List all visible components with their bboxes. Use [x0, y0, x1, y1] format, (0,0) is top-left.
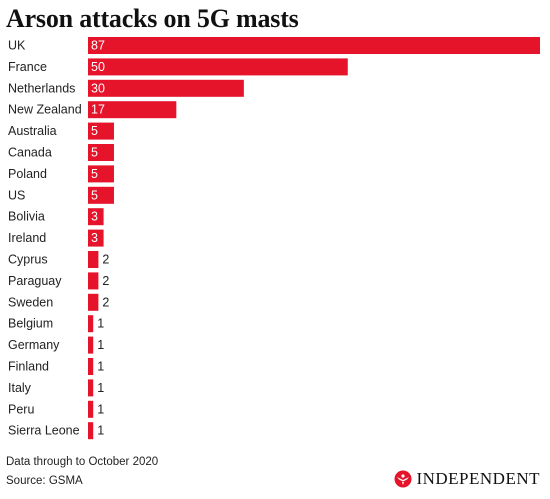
value-label-ireland: 3 [91, 231, 98, 245]
category-label-netherlands: Netherlands [8, 81, 75, 95]
category-label-germany: Germany [8, 338, 60, 352]
value-label-italy: 1 [97, 381, 104, 395]
category-label-sweden: Sweden [8, 295, 53, 309]
bar-finland [88, 358, 94, 375]
bar-italy [88, 379, 94, 397]
value-label-germany: 1 [97, 338, 104, 352]
value-label-netherlands: 30 [91, 81, 105, 95]
bar-ireland [88, 229, 104, 247]
category-label-sierra-leone: Sierra Leone [8, 424, 80, 438]
source-note: Source: GSMA [6, 475, 83, 487]
category-label-peru: Peru [8, 402, 34, 416]
category-label-belgium: Belgium [8, 317, 53, 331]
category-label-new-zealand: New Zealand [8, 103, 82, 117]
bar-new-zealand [88, 101, 177, 119]
value-label-uk: 87 [91, 39, 105, 53]
category-label-paraguay: Paraguay [8, 274, 62, 288]
value-label-canada: 5 [91, 146, 98, 160]
bar-sweden [88, 293, 99, 311]
bar-canada [88, 144, 114, 161]
bar-chart: UK 87 France 50 Netherlands 30 New Zealand 17 Au… [8, 37, 540, 440]
bar-australia [88, 122, 114, 140]
value-label-poland: 5 [91, 167, 98, 181]
bar-belgium [88, 315, 94, 333]
category-label-ireland: Ireland [8, 231, 46, 245]
bar-france [88, 58, 348, 76]
chart-title: Arson attacks on 5G masts [6, 4, 299, 33]
value-label-australia: 5 [91, 124, 98, 138]
category-label-canada: Canada [8, 146, 52, 160]
category-label-cyprus: Cyprus [8, 253, 48, 267]
bar-poland [88, 165, 114, 183]
bar-paraguay [88, 272, 99, 290]
bar-bolivia [88, 208, 104, 226]
value-label-new-zealand: 17 [91, 103, 105, 117]
category-label-us: US [8, 188, 25, 202]
eagle-logo-icon [394, 470, 412, 488]
category-label-australia: Australia [8, 124, 57, 138]
value-label-us: 5 [91, 188, 98, 202]
data-range-note: Data through to October 2020 [6, 456, 159, 468]
value-label-france: 50 [91, 60, 105, 74]
category-label-uk: UK [8, 39, 26, 53]
value-label-cyprus: 2 [102, 253, 109, 267]
value-label-bolivia: 3 [91, 210, 98, 224]
value-label-sweden: 2 [102, 295, 109, 309]
bar-peru [88, 400, 94, 418]
category-label-france: France [8, 60, 47, 74]
bar-netherlands [88, 79, 244, 97]
value-label-peru: 1 [97, 402, 104, 416]
brand-name: INDEPENDENT [416, 469, 540, 488]
value-label-belgium: 1 [97, 317, 104, 331]
bar-cyprus [88, 251, 99, 268]
category-label-poland: Poland [8, 167, 47, 181]
bar-uk [88, 37, 540, 54]
value-label-paraguay: 2 [102, 274, 109, 288]
category-label-bolivia: Bolivia [8, 210, 45, 224]
value-label-sierra-leone: 1 [97, 424, 104, 438]
bar-us [88, 186, 114, 204]
bar-germany [88, 336, 94, 354]
bar-sierra-leone [88, 422, 94, 440]
category-label-italy: Italy [8, 381, 32, 395]
category-label-finland: Finland [8, 360, 49, 374]
brand-logo: INDEPENDENT [394, 469, 540, 489]
value-label-finland: 1 [97, 360, 104, 374]
